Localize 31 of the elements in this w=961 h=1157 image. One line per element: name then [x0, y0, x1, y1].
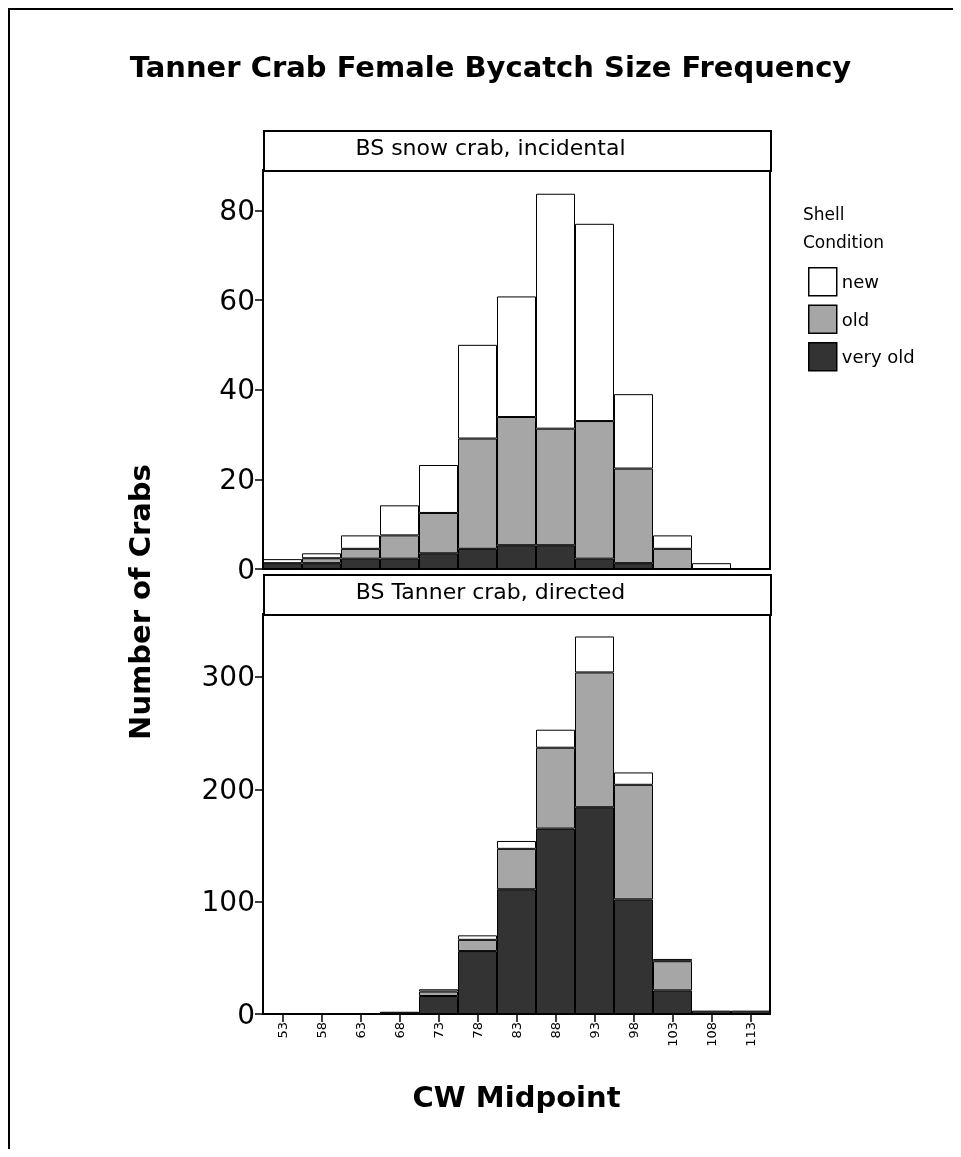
y-tick-label: 40: [219, 373, 255, 407]
y-tick-label: 0: [237, 552, 255, 586]
legend-label: new: [841, 271, 879, 293]
chart-subtitle: BS snow crab, incidental: [355, 134, 626, 160]
y-axis-title: Number of Crabs: [123, 464, 157, 740]
x-tick-label: 63: [353, 1022, 368, 1039]
x-tick-label: 103: [665, 1022, 680, 1047]
legend-label: very old: [841, 346, 915, 368]
x-tick-label: 113: [743, 1022, 758, 1047]
y-tick-label: 60: [219, 283, 255, 317]
y-tick-label: 0: [237, 997, 255, 1031]
x-tick-label: 93: [587, 1022, 602, 1039]
chart-subtitle: BS Tanner crab, directed: [355, 578, 626, 604]
y-tick-label: 80: [219, 193, 255, 227]
y-tick-label: 100: [201, 885, 255, 919]
x-tick-label: 58: [314, 1022, 329, 1039]
y-tick-label: 200: [201, 772, 255, 806]
x-tick-label: 83: [509, 1022, 524, 1039]
x-axis-title: CW Midpoint: [411, 1080, 622, 1114]
x-tick-label: 98: [626, 1022, 641, 1039]
x-tick-label: 78: [470, 1022, 485, 1039]
x-tick-label: 73: [431, 1022, 446, 1039]
legend-label: old: [841, 308, 870, 330]
y-tick-label: 300: [201, 660, 255, 694]
y-tick-label: 20: [219, 462, 255, 496]
legend-title: Shell Condition: [803, 204, 885, 252]
x-tick-label: 53: [275, 1022, 290, 1039]
x-tick-label: 88: [548, 1022, 563, 1039]
chart-title: Tanner Crab Female Bycatch Size Frequency: [128, 50, 853, 84]
x-tick-label: 108: [704, 1022, 719, 1047]
x-tick-label: 68: [392, 1022, 407, 1039]
